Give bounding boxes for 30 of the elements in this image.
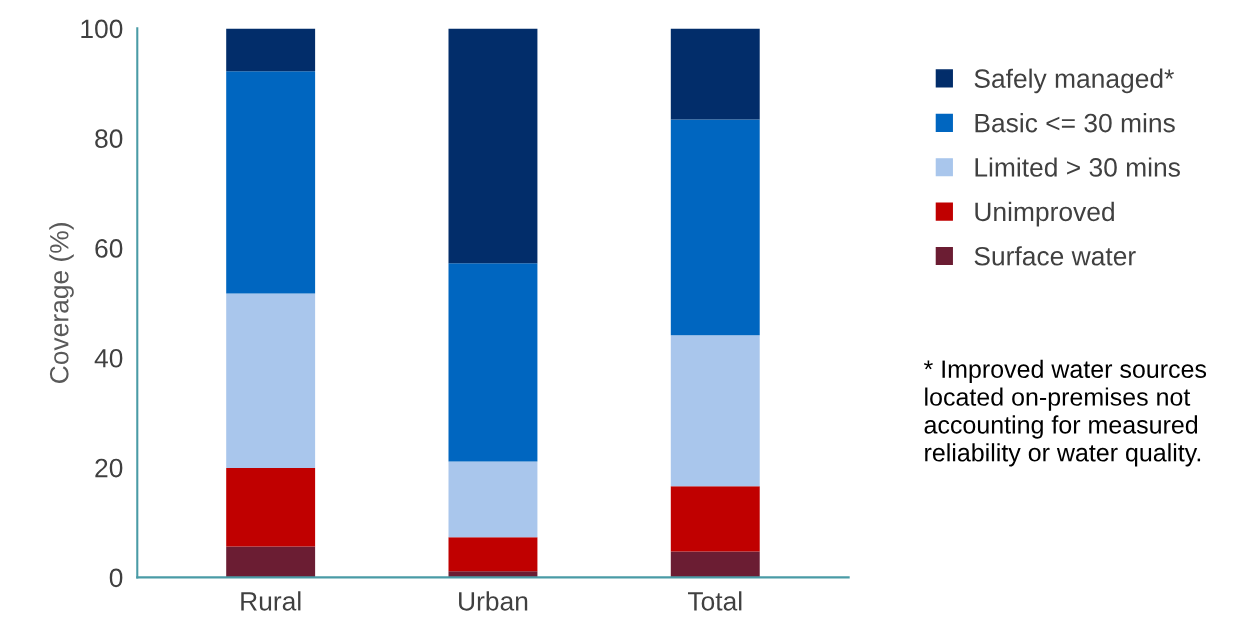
bar [670, 28, 760, 120]
legend-label: Basic <= 30 mins [975, 113, 1175, 133]
y-tick-label: 20 [95, 458, 123, 478]
bar [226, 71, 316, 294]
y-tick-label: 60 [95, 239, 123, 258]
y-tick-label: 40 [94, 348, 123, 368]
x-tick-label: Rural [241, 591, 301, 611]
y-tick-label: 80 [95, 129, 123, 149]
y-axis-title: Coverage (%) [49, 223, 74, 383]
bar [226, 546, 316, 578]
legend-label: Safely managed* [974, 68, 1174, 94]
bar [448, 263, 538, 462]
x-tick-label: Urban [459, 591, 528, 611]
bar [448, 537, 538, 572]
y-tick-label: 100 [81, 19, 123, 39]
bar [226, 468, 316, 547]
bar [448, 461, 538, 538]
bar [448, 28, 538, 264]
legend-label: Surface water [974, 246, 1136, 266]
bar [670, 119, 760, 336]
x-tick-label: Total [687, 591, 742, 611]
bar [670, 486, 760, 552]
legend-label: Limited > 30 mins [975, 157, 1180, 177]
legend-label: Unimproved [975, 201, 1114, 227]
y-tick-label: 0 [109, 568, 123, 588]
bar [670, 551, 760, 578]
bar [670, 335, 760, 487]
bar [226, 28, 316, 72]
text: * Improved water sources located on-premises not accounting for measured reliability or water quality. [923, 359, 1207, 467]
bar [226, 293, 316, 469]
